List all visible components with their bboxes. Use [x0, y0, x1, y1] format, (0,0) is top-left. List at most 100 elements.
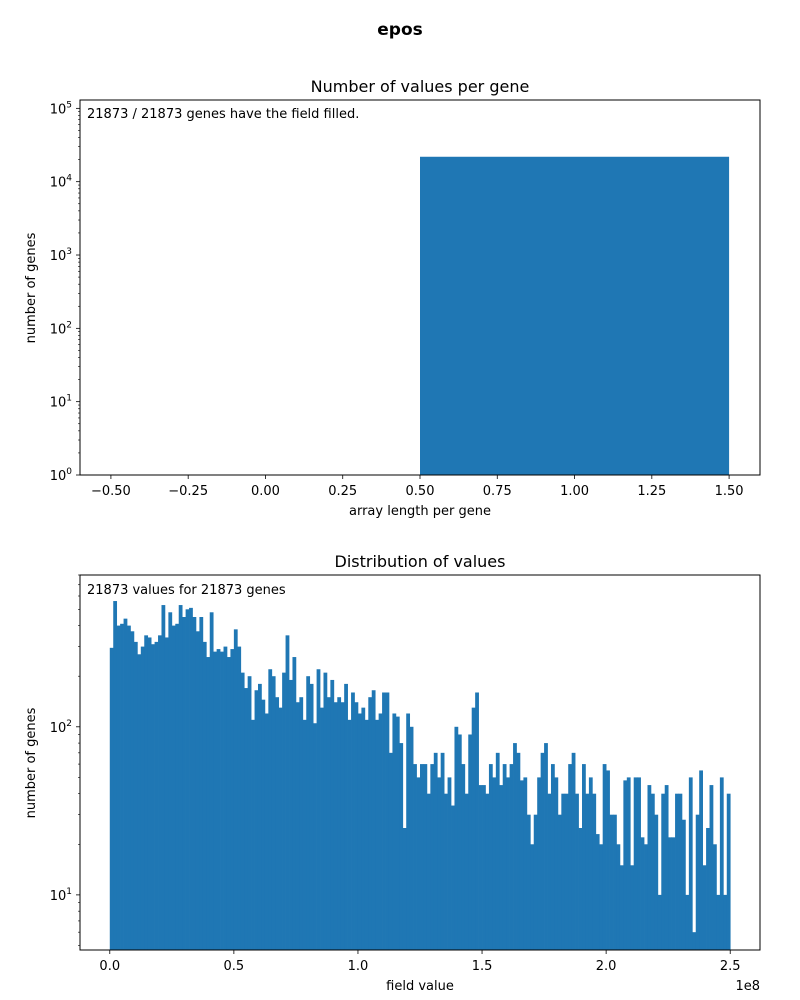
histogram-bar — [354, 702, 359, 950]
histogram-bar — [275, 697, 280, 950]
histogram-bar — [413, 764, 417, 950]
histogram-bar — [392, 713, 397, 950]
histogram-bar — [247, 676, 252, 950]
histogram-bar — [195, 631, 200, 950]
histogram-bar — [289, 679, 293, 950]
histogram-bar — [323, 672, 328, 950]
x-ticks: −0.50 −0.25 0.00 0.25 0.50 0.75 1.00 1.25 1.50 — [91, 475, 744, 499]
histogram-bar — [185, 609, 190, 950]
histogram-bar — [320, 707, 324, 950]
x-tick-label: 0.0 — [99, 959, 120, 974]
histogram-bar — [495, 752, 500, 950]
histogram-bar — [240, 672, 245, 950]
histogram-bar — [426, 793, 431, 950]
histogram-bar — [409, 726, 414, 950]
histogram-bar — [668, 837, 672, 950]
histogram-bar — [430, 764, 435, 950]
chart-annotation: 21873 values for 21873 genes — [87, 583, 286, 598]
histogram-bar — [158, 635, 162, 950]
histogram-bar — [526, 814, 531, 950]
x-tick-label: 0.00 — [251, 484, 280, 499]
histogram-bar — [578, 827, 583, 950]
y-tick-label: 104 — [50, 174, 73, 191]
histogram-bar — [488, 764, 493, 950]
histogram-bar — [130, 631, 135, 950]
histogram-bar — [330, 679, 335, 950]
histogram-bar — [561, 793, 566, 950]
histogram-bar — [699, 770, 703, 950]
histogram-bar — [382, 692, 386, 950]
histogram-bar — [575, 793, 579, 950]
histogram-bar — [254, 690, 259, 950]
histogram-bar — [337, 697, 342, 950]
histogram-bar — [533, 814, 538, 950]
histogram-bar — [326, 697, 331, 950]
histogram-bar — [544, 743, 548, 950]
histogram-bar — [633, 777, 638, 950]
histogram-bar — [402, 827, 407, 950]
histogram-bar — [471, 707, 476, 950]
histogram-bar — [723, 894, 728, 950]
histogram-bar — [388, 752, 393, 950]
histogram-bar — [295, 702, 300, 950]
histogram-bar — [268, 669, 273, 950]
y-tick-label: 101 — [50, 394, 72, 411]
histogram-bar — [116, 625, 121, 950]
histogram-bar — [313, 723, 317, 950]
histogram-bar — [571, 752, 576, 950]
x-tick-label: 1.00 — [560, 484, 589, 499]
histogram-bar — [385, 692, 390, 950]
histogram-bar — [664, 785, 669, 950]
histogram-bar — [230, 649, 235, 950]
histogram-bar — [151, 644, 155, 950]
x-ticks: 0.0 0.5 1.0 1.5 2.0 2.5 — [99, 950, 741, 974]
histogram-bar — [168, 612, 173, 950]
y-tick-label: 103 — [50, 247, 72, 264]
histogram-bar — [261, 699, 266, 950]
histogram-bar — [140, 646, 145, 950]
histogram-bar — [606, 770, 610, 950]
x-tick-label: 0.25 — [328, 484, 357, 499]
y-ticks: 100 101 102 103 104 105 — [50, 100, 80, 484]
x-tick-label: 1.25 — [637, 484, 666, 499]
histogram-bar — [695, 814, 700, 950]
histogram-bar — [213, 651, 217, 950]
histogram-bar — [216, 649, 221, 950]
x-axis-label: field value — [386, 979, 454, 994]
chart-field-value-distribution: Distribution of values 101 102 0.0 0.5 1.0 1… — [24, 552, 761, 994]
histogram-bar — [537, 777, 541, 950]
histogram-bar — [640, 837, 645, 950]
histogram-bar — [550, 764, 555, 950]
y-tick-label: 101 — [50, 887, 72, 904]
chart-annotation: 21873 / 21873 genes have the field fille… — [87, 107, 359, 122]
histogram-bar — [619, 865, 624, 950]
histogram-bar — [171, 625, 176, 950]
histogram-bar — [371, 690, 376, 950]
histogram-bar — [547, 793, 552, 950]
x-tick-label: 0.50 — [406, 484, 435, 499]
histogram-bar — [368, 697, 373, 950]
histogram-bar — [220, 651, 224, 950]
figure-suptitle: epos — [377, 20, 423, 40]
histogram-bar — [564, 793, 569, 950]
histogram-bar — [540, 752, 545, 950]
histogram-bar — [712, 844, 717, 950]
histogram-bar — [406, 713, 411, 950]
histogram-bar — [206, 657, 211, 950]
histogram-bar — [137, 654, 142, 950]
histogram-bar — [437, 777, 442, 950]
histogram-bar — [616, 844, 621, 950]
bar — [420, 156, 730, 475]
histogram-bar — [657, 894, 662, 950]
histogram-bar — [395, 716, 400, 950]
histogram-bar — [444, 793, 448, 950]
y-tick-label: 105 — [50, 100, 72, 117]
histogram-bar — [161, 605, 166, 950]
histogram-bar — [285, 635, 290, 950]
histogram-bar — [309, 683, 314, 950]
plot-frame — [79, 574, 761, 951]
histogram-bar — [271, 676, 276, 950]
histogram-bar — [530, 844, 535, 950]
histogram-bar — [692, 932, 697, 950]
